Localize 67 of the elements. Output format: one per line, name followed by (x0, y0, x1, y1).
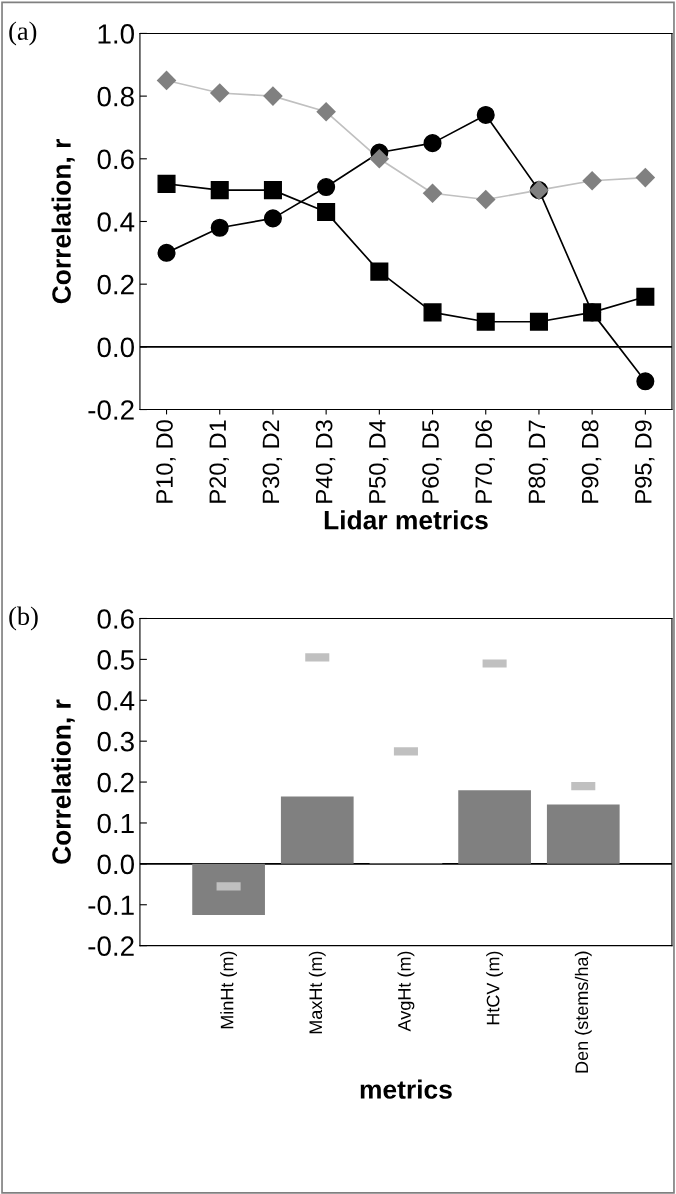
point (423, 303, 442, 322)
x-tick-label: HtCV (m) (486, 951, 504, 1025)
point (636, 372, 655, 391)
x-tick-label: P80, D7 (528, 420, 549, 503)
point (263, 209, 282, 228)
point (475, 189, 496, 210)
y-tick-label: 0.2 (97, 274, 134, 295)
y-tick-label: 0.0 (97, 854, 134, 875)
point (422, 183, 443, 204)
point (209, 83, 230, 103)
y-tick-label: 0.8 (97, 86, 134, 107)
point (370, 262, 389, 281)
y-tick-label: 0.0 (97, 337, 134, 358)
y-axis-title: Correlation, r (51, 699, 75, 864)
point (263, 181, 282, 200)
x-tick-label: P60, D5 (422, 420, 442, 503)
y-tick-label: -0.2 (88, 400, 134, 420)
y-tick-label: 0.6 (97, 609, 134, 629)
x-tick-label: P30, D2 (262, 420, 283, 503)
x-tick-label: P20, D1 (209, 420, 229, 503)
x-tick-label: MaxHt (m) (308, 951, 326, 1034)
point (636, 287, 655, 306)
point (423, 134, 442, 153)
bar (192, 863, 265, 915)
point (316, 101, 336, 122)
point (369, 148, 390, 169)
point (263, 86, 283, 106)
y-tick-label: -0.2 (88, 936, 134, 956)
y-tick-label: 0.5 (97, 650, 134, 670)
y-tick-label: 0.4 (97, 212, 135, 232)
y-tick-label: 0.4 (97, 690, 135, 711)
y-tick-label: 0.3 (97, 731, 134, 752)
x-tick-label: P90, D8 (581, 420, 602, 503)
point (317, 203, 336, 222)
point (476, 105, 495, 124)
point (582, 170, 602, 191)
x-tick-label: P10, D0 (156, 420, 176, 503)
y-tick-label: 0.2 (97, 772, 134, 793)
y-tick-label: 0.6 (97, 149, 134, 170)
point (317, 177, 336, 197)
x-tick-label: AvgHt (m) (397, 951, 415, 1032)
point (476, 312, 495, 331)
x-tick-label: P70, D6 (475, 420, 495, 503)
x-tick-label: P95, D9 (634, 420, 655, 503)
text: (b) (9, 606, 38, 631)
y-tick-label: -0.1 (88, 895, 134, 916)
x-axis-title: Lidar metrics (324, 510, 488, 530)
bar (280, 796, 354, 864)
bar (458, 790, 531, 864)
text: (a) (9, 21, 37, 46)
y-axis-title: Correlation, r (51, 139, 75, 304)
point (529, 312, 548, 331)
x-tick-label: P40, D3 (315, 420, 336, 503)
point (157, 243, 176, 262)
x-axis-title: metrics (360, 1079, 452, 1099)
x-tick-label: MinHt (m) (220, 951, 238, 1029)
point (583, 303, 602, 322)
x-tick-label: P50, D4 (368, 419, 389, 503)
point (210, 218, 229, 237)
y-tick-label: 0.1 (97, 813, 134, 834)
point (210, 181, 229, 200)
point (157, 174, 176, 193)
x-tick-label: Den (stems/ha) (574, 951, 592, 1073)
y-tick-label: 1.0 (98, 24, 134, 44)
bar (546, 804, 620, 864)
point (635, 167, 656, 188)
point (156, 70, 177, 91)
